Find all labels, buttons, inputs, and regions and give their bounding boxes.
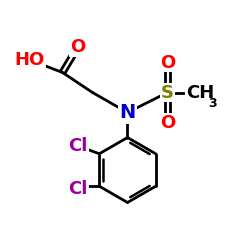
Text: Cl: Cl — [68, 180, 88, 198]
Text: S: S — [161, 84, 174, 102]
Text: HO: HO — [15, 51, 45, 69]
Text: O: O — [160, 54, 175, 72]
Text: N: N — [120, 103, 136, 122]
Text: O: O — [70, 38, 85, 56]
Text: O: O — [160, 114, 175, 132]
Text: Cl: Cl — [68, 137, 88, 155]
Text: CH: CH — [186, 84, 214, 102]
Text: 3: 3 — [208, 97, 216, 110]
